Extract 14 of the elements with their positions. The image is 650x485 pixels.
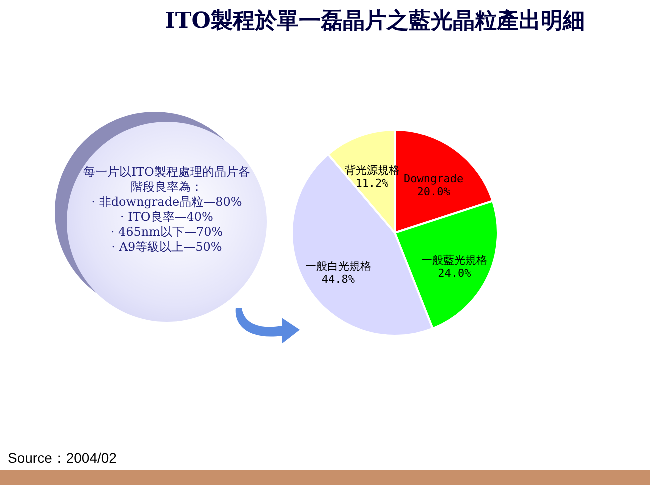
text: · ITO良率—40%	[120, 210, 214, 225]
text: 每一片以ITO製程處理的晶片各階段良率為：	[82, 165, 252, 195]
data-label: 11.2%	[356, 177, 390, 190]
data-label: 44.8%	[322, 272, 356, 286]
slice-label: 一般藍光規格	[422, 254, 488, 268]
source-note: Source：2004/02	[8, 450, 117, 468]
data-label: 24.0%	[438, 267, 472, 280]
data-label: 20.0%	[417, 186, 451, 199]
slice-label: Downgrade	[404, 172, 464, 186]
text: · A9等級以上—50%	[110, 240, 224, 255]
text: · 非downgrade晶粒—80%	[90, 195, 244, 210]
text: · 465nm以下—70%	[110, 225, 224, 240]
slice-label: 一般白光規格	[305, 260, 372, 273]
chart-title: ITO製程於單一磊晶片之藍光晶粒產出明細	[164, 7, 586, 36]
